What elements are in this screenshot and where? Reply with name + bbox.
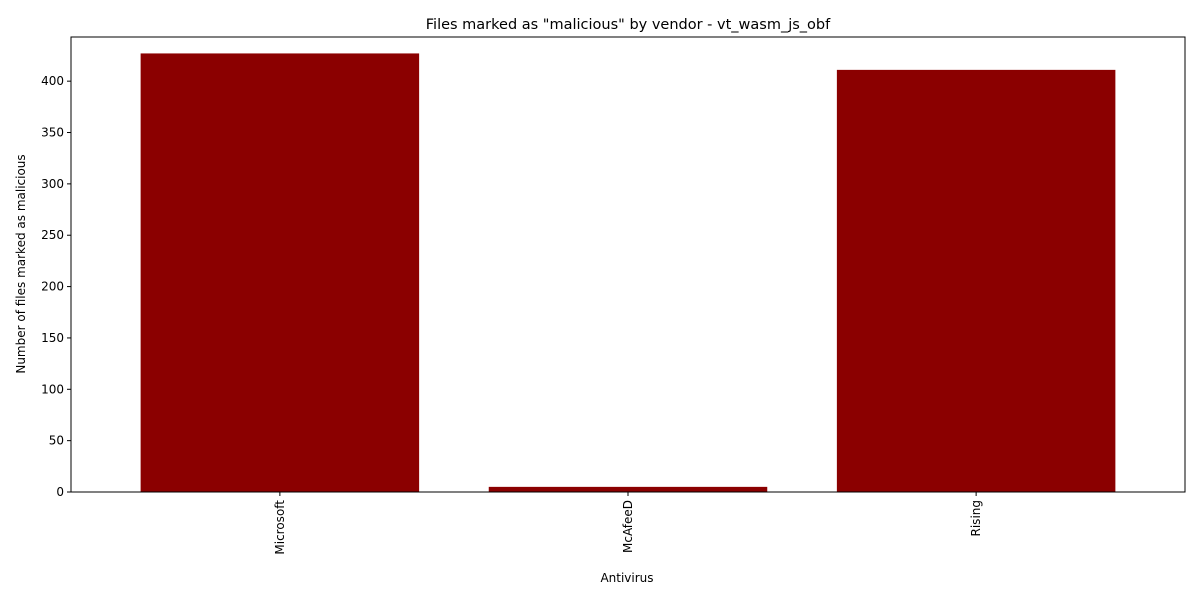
y-axis-label: Number of files marked as malicious (14, 154, 28, 373)
plot-frame (70, 36, 1186, 493)
x-tick-label: McAfeeD (621, 500, 635, 553)
y-tick-label: 100 (41, 382, 64, 396)
bar-rising (836, 69, 1116, 492)
y-tick-label: 200 (41, 280, 64, 294)
x-axis-label: Antivirus (600, 571, 653, 585)
y-tick-label: 250 (41, 228, 64, 242)
bar-microsoft (140, 53, 420, 492)
y-tick-label: 400 (41, 74, 64, 88)
x-tick-label: Rising (969, 500, 983, 536)
y-tick-label: 150 (41, 331, 64, 345)
y-tick-label: 350 (41, 126, 64, 140)
y-tick-label: 300 (41, 177, 64, 191)
y-tick-label: 0 (56, 485, 64, 499)
x-tick-label: Microsoft (273, 500, 287, 555)
y-axis: 0 50 100 150 200 250 300 350 400 (41, 74, 71, 499)
bar-mcafeed (488, 486, 768, 492)
x-axis: Microsoft McAfeeD Rising (273, 492, 983, 555)
y-tick-label: 50 (49, 434, 64, 448)
bars-group (140, 53, 1116, 492)
chart-title: Files marked as "malicious" by vendor - … (426, 17, 831, 33)
